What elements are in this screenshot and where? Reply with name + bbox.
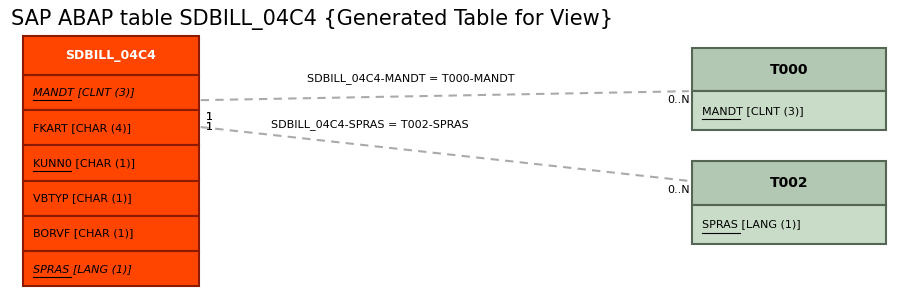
FancyBboxPatch shape xyxy=(691,161,885,205)
Text: T000: T000 xyxy=(768,62,807,77)
FancyBboxPatch shape xyxy=(23,251,199,286)
Text: 1: 1 xyxy=(206,112,213,122)
Text: SDBILL_04C4-SPRAS = T002-SPRAS: SDBILL_04C4-SPRAS = T002-SPRAS xyxy=(271,119,469,130)
FancyBboxPatch shape xyxy=(691,91,885,130)
Text: SDBILL_04C4: SDBILL_04C4 xyxy=(65,49,156,62)
Text: 0..N: 0..N xyxy=(666,185,689,195)
Text: MANDT [CLNT (3)]: MANDT [CLNT (3)] xyxy=(33,87,135,97)
Text: SPRAS [LANG (1)]: SPRAS [LANG (1)] xyxy=(702,219,800,229)
Text: BORVF [CHAR (1)]: BORVF [CHAR (1)] xyxy=(33,228,134,239)
Text: SAP ABAP table SDBILL_04C4 {Generated Table for View}: SAP ABAP table SDBILL_04C4 {Generated Ta… xyxy=(11,9,612,30)
FancyBboxPatch shape xyxy=(23,110,199,145)
FancyBboxPatch shape xyxy=(23,216,199,251)
Text: 1: 1 xyxy=(206,122,213,132)
FancyBboxPatch shape xyxy=(23,36,199,75)
Text: 1: 1 xyxy=(206,122,213,132)
FancyBboxPatch shape xyxy=(23,75,199,110)
FancyBboxPatch shape xyxy=(23,145,199,181)
Text: 1: 1 xyxy=(206,112,213,122)
FancyBboxPatch shape xyxy=(691,48,885,91)
Text: SPRAS [LANG (1)]: SPRAS [LANG (1)] xyxy=(33,264,132,274)
FancyBboxPatch shape xyxy=(691,205,885,244)
Text: 0..N: 0..N xyxy=(666,95,689,105)
Text: T002: T002 xyxy=(768,176,807,190)
Text: KUNN0 [CHAR (1)]: KUNN0 [CHAR (1)] xyxy=(33,158,135,168)
FancyBboxPatch shape xyxy=(23,181,199,216)
Text: SDBILL_04C4-MANDT = T000-MANDT: SDBILL_04C4-MANDT = T000-MANDT xyxy=(307,73,515,84)
Text: MANDT [CLNT (3)]: MANDT [CLNT (3)] xyxy=(702,106,803,116)
Text: FKART [CHAR (4)]: FKART [CHAR (4)] xyxy=(33,123,131,133)
Text: VBTYP [CHAR (1)]: VBTYP [CHAR (1)] xyxy=(33,193,132,203)
